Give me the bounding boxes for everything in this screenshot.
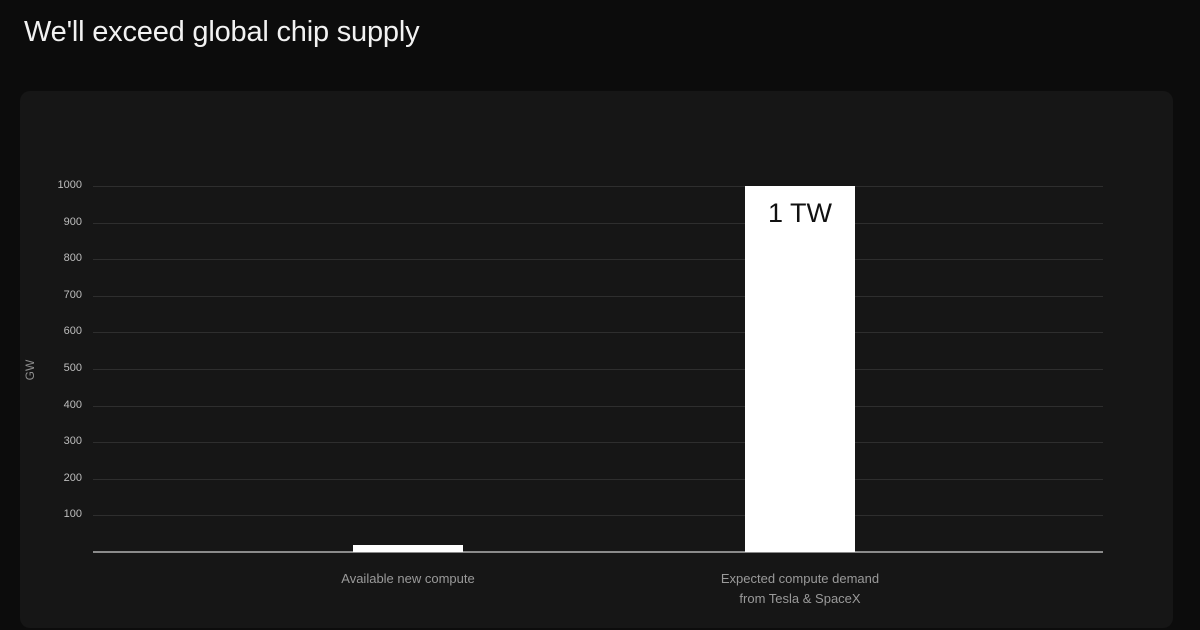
chart-panel [20,91,1173,628]
y-axis-label: GW [23,359,37,381]
page-title: We'll exceed global chip supply [24,16,420,48]
y-tick-label: 500 [63,362,82,374]
y-tick-label: 100 [63,508,82,520]
y-tick-label: 700 [63,289,82,301]
x-tick-label: Available new compute [278,569,538,589]
gridline [93,186,1103,187]
x-tick-label-line: Available new compute [341,571,475,586]
gridline [93,332,1103,333]
bar-value-label: 1 TW [767,198,832,228]
y-tick-label: 800 [63,252,82,264]
gridline [93,259,1103,260]
y-tick-label: 900 [63,216,82,228]
x-axis-line [93,551,1103,553]
gridline [93,406,1103,407]
bar [353,545,463,552]
gridline [93,515,1103,516]
gridline [93,369,1103,370]
gridline [93,223,1103,224]
gridline [93,296,1103,297]
x-tick-label: Expected compute demand from Tesla & Spac… [670,569,930,609]
y-tick-label: 600 [63,325,82,337]
gridline [93,479,1103,480]
x-tick-label-line: Expected compute demand [720,571,880,586]
y-tick-label: 300 [63,435,82,447]
bar: 1 TW [745,186,855,552]
y-tick-label: 400 [63,399,82,411]
y-tick-label: 1000 [57,179,82,191]
x-tick-label-line: from Tesla & SpaceX [739,591,861,606]
gridline [93,442,1103,443]
y-tick-label: 200 [63,472,82,484]
